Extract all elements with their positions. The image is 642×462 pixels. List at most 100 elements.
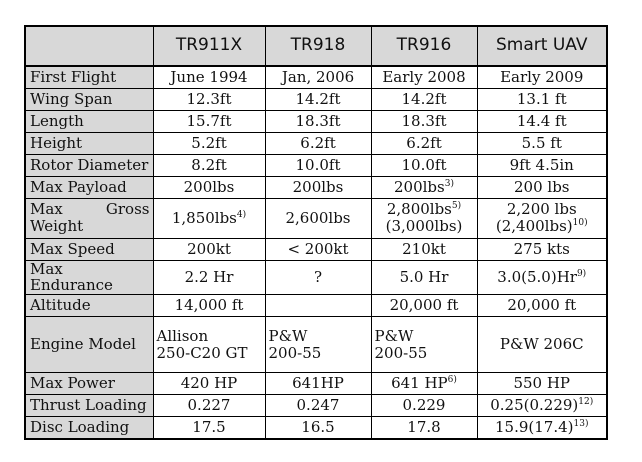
row-label: Max Payload [24,175,154,199]
cell-line: 17.5 [157,419,262,436]
spec-table: TR911X TR918 TR916 Smart UAV First Fligh… [24,25,608,440]
cell-line: ? [269,267,368,286]
row-label: Max Endurance [24,259,154,296]
row-label: Altitude [24,294,154,318]
table-cell: 17.5 [152,416,266,440]
cell-line: June 1994 [157,68,262,86]
cell-text: ? [313,267,323,286]
row-label-line: Max Gross [30,201,150,218]
table-cell: P&W 206C [476,316,608,374]
table-row: Length 15.7ft 18.3ft 18.3ft 14.4 ft [24,109,608,133]
cell-line: 20,000 ft [481,297,604,314]
cell-line: Jan, 2006 [269,67,368,86]
cell-line: 275 kts [481,240,604,258]
row-label: Max Gross Weight [24,197,154,239]
cell-text: (2,400lbs) [495,217,573,235]
cell-text: 5.2ft [191,133,227,152]
table-cell: Jan, 2006 [264,65,372,89]
table-cell: 2,200 lbs (2,400lbs)10) [476,197,608,239]
table-row: First Flight June 1994 Jan, 2006 Early 2008… [24,65,608,89]
table-cell: 0.247 [264,394,372,418]
cell-line: Early 2009 [481,68,604,86]
table-cell: 5.5 ft [476,131,608,155]
cell-text: 420 HP [180,374,238,393]
cell-line: 0.227 [157,397,262,414]
header-row: TR911X TR918 TR916 Smart UAV [24,25,608,67]
cell-text: Jan, 2006 [281,67,355,86]
cell-line: 0.247 [269,397,368,414]
row-label-word: Gross [105,200,150,219]
cell-text: 2,800lbs [386,200,452,219]
table-cell: Early 2009 [476,65,608,89]
row-label: Length [24,109,154,133]
table-cell: 5.0 Hr [370,259,478,296]
cell-line: 200lbs [157,178,262,196]
table-cell: 200lbs3) [370,175,478,199]
table-cell: 2,600lbs [264,197,372,239]
cell-text: 2.2 Hr [184,267,234,286]
table-row: Rotor Diameter 8.2ft 10.0ft 10.0ft 9ft 4.5in [24,153,608,177]
cell-line: 20,000 ft [375,297,474,314]
cell-line: P&W 206C [481,336,604,353]
table-cell: 17.8 [370,416,478,440]
footnote-marker: 6) [447,375,457,386]
cell-line: 15.7ft [157,111,262,130]
footnote-marker: 13) [573,418,589,429]
cell-text: (3,000lbs) [385,217,463,235]
table-cell: 200kt [152,237,266,261]
table-cell: P&W 200-55 [264,316,372,374]
cell-text: 2,600lbs [285,208,351,227]
cell-line: < 200kt [269,239,368,258]
table-cell: Allison 250-C20 GT [152,316,266,374]
cell-line: 200-55 [374,343,474,362]
table-cell: 200lbs [152,175,266,199]
table-row: Max Gross Weight 1,850lbs4) 2,600lbs 2,800lbs… [24,197,608,239]
table-cell: 14,000 ft [152,294,266,318]
cell-text: 200lbs [292,177,344,196]
cell-line: 3.0(5.0)Hr9) [481,268,604,286]
cell-line: 200kt [157,239,262,258]
cell-text: < 200kt [287,239,349,258]
cell-text: 17.5 [192,417,226,436]
cell-text: 15.9(17.4) [495,417,574,436]
cell-text: 9ft 4.5in [509,155,574,174]
cell-text: 0.247 [296,396,340,415]
cell-line: 641HP [269,375,368,392]
cell-line: 5.0 Hr [375,268,474,286]
cell-text: 17.8 [407,417,441,436]
table-row: Altitude 14,000 ft 20,000 ft 20,000 ft [24,294,608,318]
footnote-marker: 4) [236,209,247,220]
cell-line: 17.8 [375,419,474,436]
cell-line: 9ft 4.5in [481,155,604,174]
cell-text: 10.0ft [295,155,341,174]
cell-text: 8.2ft [191,155,227,174]
cell-line: 2.2 Hr [157,267,262,286]
cell-text: 0.227 [187,396,231,415]
cell-text: Early 2008 [382,67,466,86]
cell-text: 2,200 lbs [506,200,577,219]
cell-text: 0.25(0.229) [490,396,579,415]
table-cell: 14.2ft [264,87,372,111]
table-cell: 5.2ft [152,131,266,155]
cell-line: 13.1 ft [481,90,604,108]
table-cell: 420 HP [152,372,266,396]
cell-text: 200 lbs [514,177,570,196]
cell-text: 200kt [187,239,231,258]
cell-text: 200-55 [374,343,428,362]
cell-text: 15.7ft [186,111,232,130]
cell-line: 5.2ft [157,133,262,152]
table-row: Wing Span 12.3ft 14.2ft 14.2ft 13.1 ft [24,87,608,111]
cell-line: 1,850lbs4) [157,209,262,227]
cell-text: 10.0ft [401,155,447,174]
row-label: Engine Model [24,316,154,374]
cell-line: 18.3ft [269,112,368,130]
header-tr916: TR916 [370,25,478,67]
table-row: Height 5.2ft 6.2ft 6.2ft 5.5 ft [24,131,608,155]
table-cell: 200 lbs [476,175,608,199]
table-cell: 2.2 Hr [152,259,266,296]
table-cell: 550 HP [476,372,608,396]
row-label-line: Weight [30,217,84,235]
table-cell: Early 2008 [370,65,478,89]
table-row: Max Payload 200lbs 200lbs 200lbs3) 200 lbs [24,175,608,199]
row-label: Max Speed [24,237,154,261]
